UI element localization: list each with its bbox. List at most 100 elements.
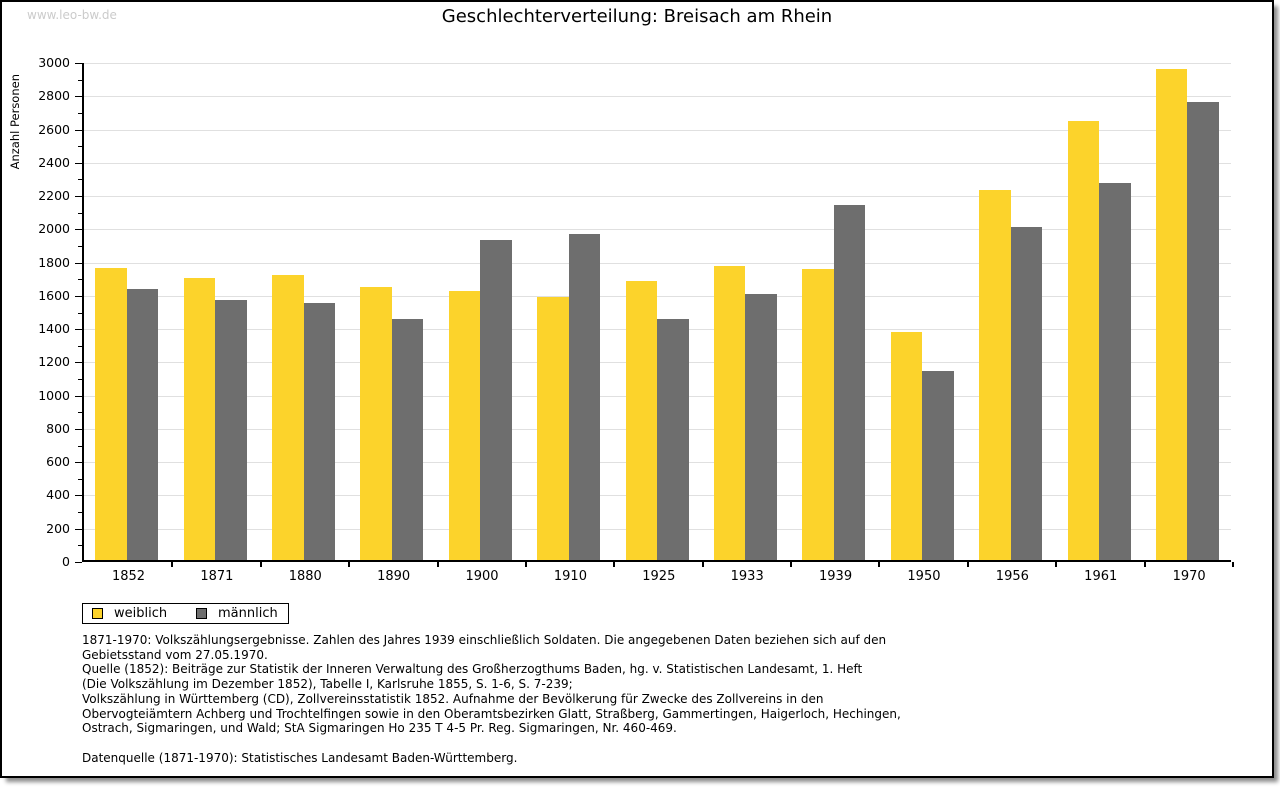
y-tick-label: 2000 xyxy=(38,221,70,237)
footnote-line: Volkszählung in Württemberg (CD), Zollve… xyxy=(82,691,824,706)
y-minor-tick xyxy=(78,478,82,480)
footnote-line: Obervogteiämtern Achberg und Trochtelfin… xyxy=(82,706,901,721)
bar-männlich-1890 xyxy=(391,318,424,560)
x-axis-tick xyxy=(966,562,969,567)
footnote-line: Ostrach, Sigmaringen, und Wald; StA Sigm… xyxy=(82,721,677,736)
plot-area xyxy=(75,63,1234,567)
y-minor-tick xyxy=(78,245,82,247)
y-tick-label: 2800 xyxy=(38,88,70,104)
y-gridline xyxy=(84,129,1231,131)
watermark: www.leo-bw.de xyxy=(27,8,117,22)
y-minor-tick xyxy=(78,146,82,148)
y-major-tick xyxy=(75,329,82,331)
x-axis-tick xyxy=(613,562,616,567)
y-minor-tick xyxy=(78,179,82,181)
x-tick-label: 1956 xyxy=(995,569,1029,584)
bar-männlich-1871 xyxy=(215,299,247,560)
bar-weiblich-1961 xyxy=(1067,120,1100,560)
bar-weiblich-1910 xyxy=(537,297,569,560)
y-major-tick xyxy=(75,428,82,430)
bar-weiblich-1900 xyxy=(448,290,481,560)
bar-männlich-1925 xyxy=(657,318,689,560)
footnote-line xyxy=(82,736,1182,751)
y-tick-label: 2600 xyxy=(38,121,70,137)
y-tick-label: 0 xyxy=(62,554,70,569)
y-gridline xyxy=(84,196,1231,198)
x-axis-tick xyxy=(1232,562,1234,567)
x-tick-label: 1890 xyxy=(377,569,411,584)
chart-title: Geschlechterverteilung: Breisach am Rhei… xyxy=(441,6,833,27)
y-major-tick xyxy=(75,196,82,198)
x-axis-tick xyxy=(1055,562,1058,567)
y-minor-tick xyxy=(78,79,82,81)
legend: weiblich männlich xyxy=(82,603,289,624)
y-gridline xyxy=(84,162,1231,164)
legend-label-maennlich: männlich xyxy=(218,606,278,621)
bar-weiblich-1871 xyxy=(183,278,216,560)
y-minor-tick xyxy=(78,379,82,381)
y-major-tick xyxy=(75,96,82,98)
x-tick-label: 1961 xyxy=(1084,569,1118,584)
x-axis-tick xyxy=(878,562,881,567)
y-major-tick xyxy=(75,262,82,264)
x-tick-label: 1852 xyxy=(111,569,146,584)
bar-männlich-1950 xyxy=(922,371,954,560)
y-minor-tick xyxy=(78,279,82,281)
y-gridline xyxy=(84,229,1231,231)
bar-weiblich-1970 xyxy=(1155,69,1188,560)
bar-männlich-1970 xyxy=(1187,101,1219,560)
y-tick-label: 800 xyxy=(46,420,70,436)
y-major-tick xyxy=(75,63,82,64)
x-axis-tick xyxy=(790,562,793,567)
y-major-tick xyxy=(75,395,82,397)
y-minor-tick xyxy=(78,412,82,414)
y-minor-tick xyxy=(78,445,82,447)
x-tick-label: 1970 xyxy=(1172,569,1206,584)
bar-männlich-1961 xyxy=(1099,183,1131,560)
y-major-tick xyxy=(75,162,82,164)
bar-weiblich-1933 xyxy=(713,266,746,560)
y-tick-label: 200 xyxy=(46,520,70,536)
y-gridline xyxy=(84,262,1231,264)
y-tick-label: 1200 xyxy=(38,354,70,370)
bar-weiblich-1852 xyxy=(95,268,127,560)
x-tick-label: 1871 xyxy=(200,569,234,584)
y-minor-tick xyxy=(78,112,82,114)
x-axis-tick xyxy=(348,562,351,567)
bar-männlich-1939 xyxy=(833,204,866,560)
y-gridline xyxy=(84,96,1231,98)
x-tick-label: 1933 xyxy=(730,569,764,584)
y-tick-label: 400 xyxy=(46,487,70,503)
y-tick-label: 1400 xyxy=(38,321,70,337)
footnote-line: Gebietsstand vom 27.05.1970. xyxy=(82,647,268,662)
bar-männlich-1852 xyxy=(126,288,159,560)
y-tick-label: 2400 xyxy=(38,154,70,170)
bar-weiblich-1939 xyxy=(802,268,834,560)
legend-color-weiblich xyxy=(92,608,103,619)
footnote: 1871-1970: Volkszählungsergebnisse. Zahl… xyxy=(82,633,1182,765)
x-tick-label: 1950 xyxy=(907,569,941,584)
y-tick-label: 1000 xyxy=(38,387,70,403)
y-minor-tick xyxy=(78,212,82,214)
legend-label-weiblich: weiblich xyxy=(114,606,168,621)
y-major-tick xyxy=(75,295,82,297)
bar-weiblich-1890 xyxy=(360,287,392,560)
x-tick-label: 1910 xyxy=(553,569,587,584)
x-tick-label: 1939 xyxy=(819,569,853,584)
x-axis-tick xyxy=(259,562,262,567)
bar-männlich-1910 xyxy=(568,234,601,560)
footnote-line: 1871-1970: Volkszählungsergebnisse. Zahl… xyxy=(82,633,887,647)
y-major-tick xyxy=(75,462,82,464)
y-axis-label: Anzahl Personen xyxy=(8,74,22,170)
bar-männlich-1900 xyxy=(480,239,512,560)
footnote-line: Quelle (1852): Beiträge zur Statistik de… xyxy=(82,662,863,677)
x-tick-label: 1880 xyxy=(288,569,322,584)
bar-weiblich-1950 xyxy=(890,332,923,560)
x-tick-label: 1900 xyxy=(465,569,499,584)
y-gridline xyxy=(84,63,1231,64)
y-major-tick xyxy=(75,362,82,364)
footnote-line: (Die Volkszählung im Dezember 1852), Tab… xyxy=(82,677,573,692)
x-axis-tick xyxy=(436,562,439,567)
bar-weiblich-1956 xyxy=(979,189,1011,560)
x-axis-tick xyxy=(1143,562,1146,567)
